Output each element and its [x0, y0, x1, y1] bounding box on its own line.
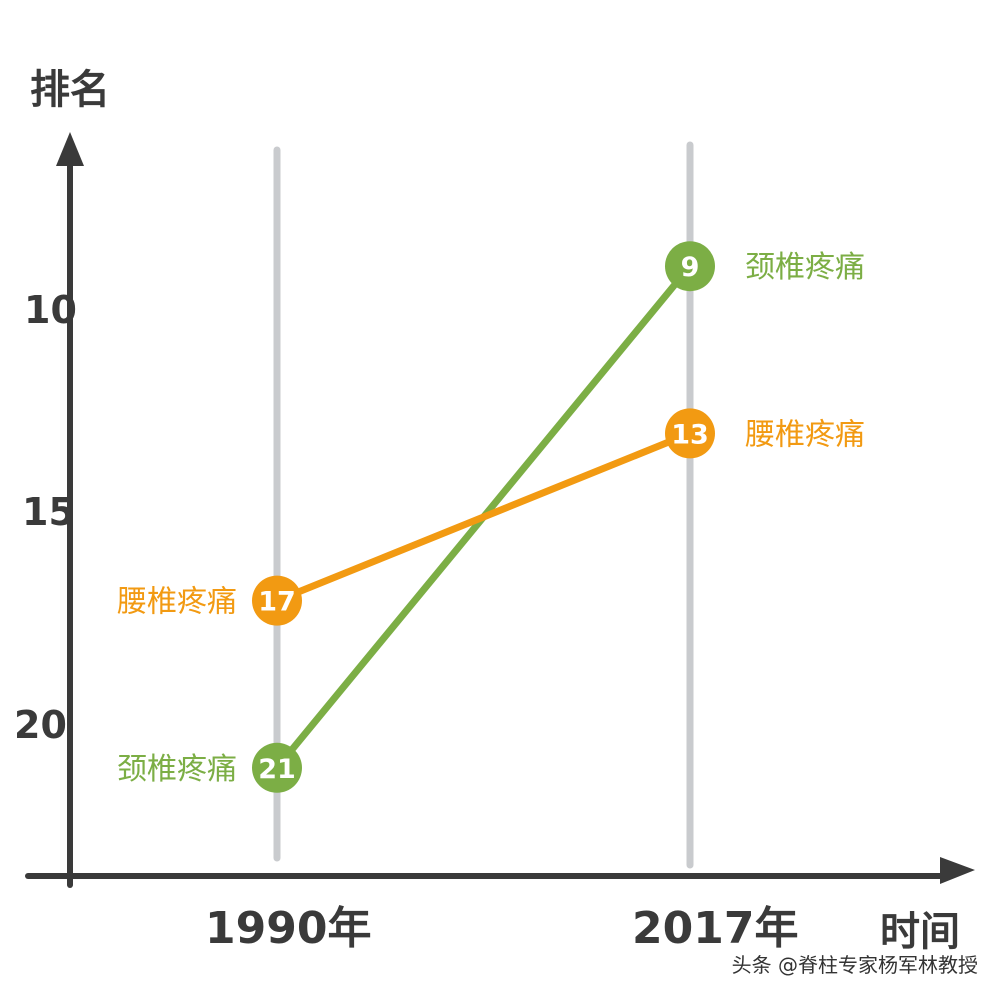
series-point-label: 腰椎疼痛 [745, 417, 865, 452]
series-point-label: 腰椎疼痛 [117, 585, 237, 620]
data-point [252, 742, 302, 793]
y-tick-label: 20 [14, 703, 67, 747]
x-axis-arrow [940, 857, 975, 884]
series-point-label: 颈椎疼痛 [117, 752, 237, 787]
y-axis-arrow [56, 132, 84, 166]
x-axis-title: 时间 [880, 909, 960, 955]
y-tick-label: 10 [24, 288, 77, 332]
data-point [665, 408, 715, 459]
data-label: 13 [671, 419, 709, 450]
y-axis-title: 排名 [30, 67, 110, 113]
data-label: 21 [258, 754, 296, 785]
data-point [665, 241, 715, 292]
data-point [252, 575, 302, 626]
y-tick-label: 15 [22, 490, 75, 534]
x-tick-label: 2017年 [632, 903, 798, 954]
series-point-label: 颈椎疼痛 [745, 250, 865, 285]
x-tick-label: 1990年 [205, 903, 371, 954]
series-line [273, 429, 694, 605]
data-label: 17 [258, 587, 296, 618]
watermark: 头条 @脊柱专家杨军林教授 [731, 953, 978, 977]
data-label: 9 [681, 252, 700, 283]
